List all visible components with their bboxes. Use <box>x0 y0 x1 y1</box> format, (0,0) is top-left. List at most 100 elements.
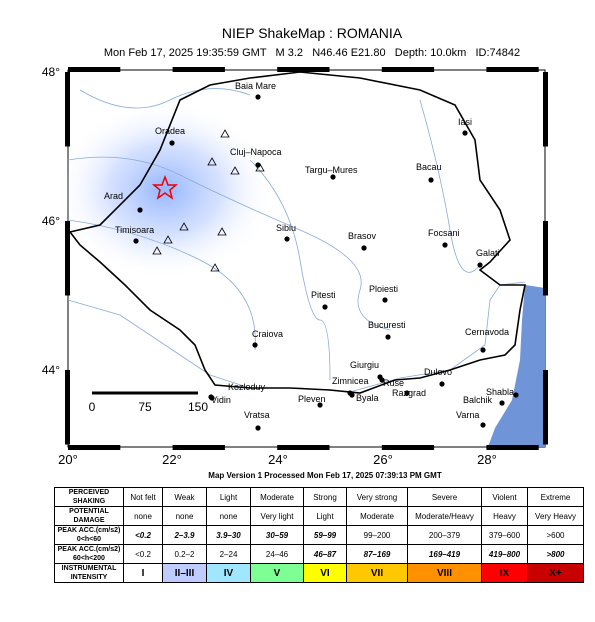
frame-band <box>65 221 70 296</box>
legend-cell: VII <box>346 563 408 583</box>
city-dot <box>349 392 355 398</box>
row-label: POTENTIAL DAMAGE <box>54 506 124 526</box>
city-dot <box>255 425 261 431</box>
city-dot <box>385 334 391 340</box>
legend-cell: 2–3.9 <box>162 525 207 545</box>
legend-cell: Extreme <box>527 487 584 507</box>
legend-cell: VI <box>303 563 347 583</box>
legend-cell: 419–800 <box>481 544 528 564</box>
legend-cell: Very light <box>250 506 304 526</box>
city-dot <box>361 245 367 251</box>
city-label: Shabla <box>486 387 514 397</box>
city-label: Kozloduy <box>228 382 266 392</box>
city-dot <box>322 304 328 310</box>
city-label: Ruse <box>383 378 404 388</box>
city-label: Iasi <box>458 117 472 127</box>
row-label-line: SHAKING <box>72 498 106 505</box>
city-label: Cluj–Napoca <box>230 147 282 157</box>
city-label: Zimnicea <box>332 376 369 386</box>
city-label: Targu–Mures <box>305 165 358 175</box>
city-label: Giurgiu <box>350 360 379 370</box>
city-label: Oradea <box>155 126 185 136</box>
legend-cell: 24–46 <box>250 544 304 564</box>
legend-row: PERCEIVED SHAKING Not felt Weak Light Moderat… <box>54 487 584 507</box>
lat-tick-label: 44° <box>42 363 60 377</box>
city-label: Timisoara <box>115 225 154 235</box>
legend-cell: IV <box>206 563 251 583</box>
stations <box>152 129 265 272</box>
row-label-line: PERCEIVED <box>68 489 110 496</box>
legend-cell: none <box>123 506 163 526</box>
city-dot <box>208 394 214 400</box>
legend-cell: I <box>123 563 163 583</box>
city-label: Razgrad <box>392 388 426 398</box>
city-dot <box>480 422 486 428</box>
city-label: Bucuresti <box>368 320 406 330</box>
legend-cell: II–III <box>162 563 207 583</box>
legend-cell: >800 <box>527 544 584 564</box>
city-label: Arad <box>104 191 123 201</box>
city-dot <box>255 94 261 100</box>
city-label: Byala <box>356 393 379 403</box>
row-label: PEAK ACC.(cm/s2) 0<h<60 <box>54 525 124 545</box>
legend-cell: 3.9–30 <box>206 525 251 545</box>
city-label: Baia Mare <box>235 81 276 91</box>
lon-tick-label: 28° <box>477 452 497 467</box>
legend-cell: Weak <box>162 487 207 507</box>
city-dot <box>255 162 261 168</box>
legend-cell: X+ <box>527 563 584 583</box>
frame-band <box>543 221 548 296</box>
legend-cell: 0.2–2 <box>162 544 207 564</box>
black-sea <box>488 285 545 447</box>
legend-cell: 46–87 <box>303 544 347 564</box>
city-label: Craiova <box>252 329 283 339</box>
row-label: INSTRUMENTAL INTENSITY <box>54 563 124 583</box>
city-label: Cernavoda <box>465 327 509 337</box>
frame-band <box>486 67 539 72</box>
city-label: Vratsa <box>244 410 270 420</box>
legend-cell: 87–169 <box>346 544 408 564</box>
row-label-line: PEAK ACC.(cm/s2) <box>57 546 121 553</box>
legend-row: INSTRUMENTAL INTENSITY I II–III IV V VI VII VIII… <box>54 563 584 583</box>
legend-cell: <0.2 <box>123 525 163 545</box>
legend-cell: 379–600 <box>481 525 528 545</box>
row-label-line: 60<h<200 <box>73 555 105 562</box>
epicenter <box>151 174 179 200</box>
legend-cell: Very strong <box>346 487 408 507</box>
city-label: Bacau <box>416 162 442 172</box>
row-label: PERCEIVED SHAKING <box>54 487 124 507</box>
legend-row: POTENTIAL DAMAGE none none none Very light Lig… <box>54 506 584 526</box>
city-label: Varna <box>456 410 479 420</box>
legend-cell: Moderate <box>346 506 408 526</box>
lon-tick-label: 22° <box>162 452 182 467</box>
title: NIEP ShakeMap : ROMANIA <box>222 25 403 41</box>
lon-tick-label: 26° <box>373 452 393 467</box>
frame-band <box>68 445 121 450</box>
city-label: Sibiu <box>276 223 296 233</box>
city-label: Dulovo <box>424 367 452 377</box>
legend-cell: Strong <box>303 487 347 507</box>
city-dot <box>252 342 258 348</box>
frame-band <box>277 67 330 72</box>
city-dot <box>477 262 483 268</box>
city-dot <box>133 238 139 244</box>
frame-band <box>65 370 70 445</box>
legend-cell: 59–99 <box>303 525 347 545</box>
city-label: Pleven <box>298 394 326 404</box>
legend-cell: 2–24 <box>206 544 251 564</box>
subtitle: Mon Feb 17, 2025 19:35:59 GMT M 3.2 N46.… <box>104 47 520 59</box>
map-figure: NIEP ShakeMap : ROMANIA Mon Feb 17, 2025… <box>42 25 548 480</box>
frame-band <box>172 67 225 72</box>
frame-band <box>277 445 330 450</box>
city-dot <box>382 297 388 303</box>
legend-cell: Heavy <box>481 506 528 526</box>
legend-cell: Not felt <box>123 487 163 507</box>
city-dot <box>317 402 323 408</box>
legend-cell: Moderate/Heavy <box>407 506 482 526</box>
city-dot <box>462 130 468 136</box>
legend-cell: <0.2 <box>123 544 163 564</box>
legend-cell: 169–419 <box>407 544 482 564</box>
lon-tick-label: 20° <box>58 452 78 467</box>
city-dot <box>137 207 143 213</box>
